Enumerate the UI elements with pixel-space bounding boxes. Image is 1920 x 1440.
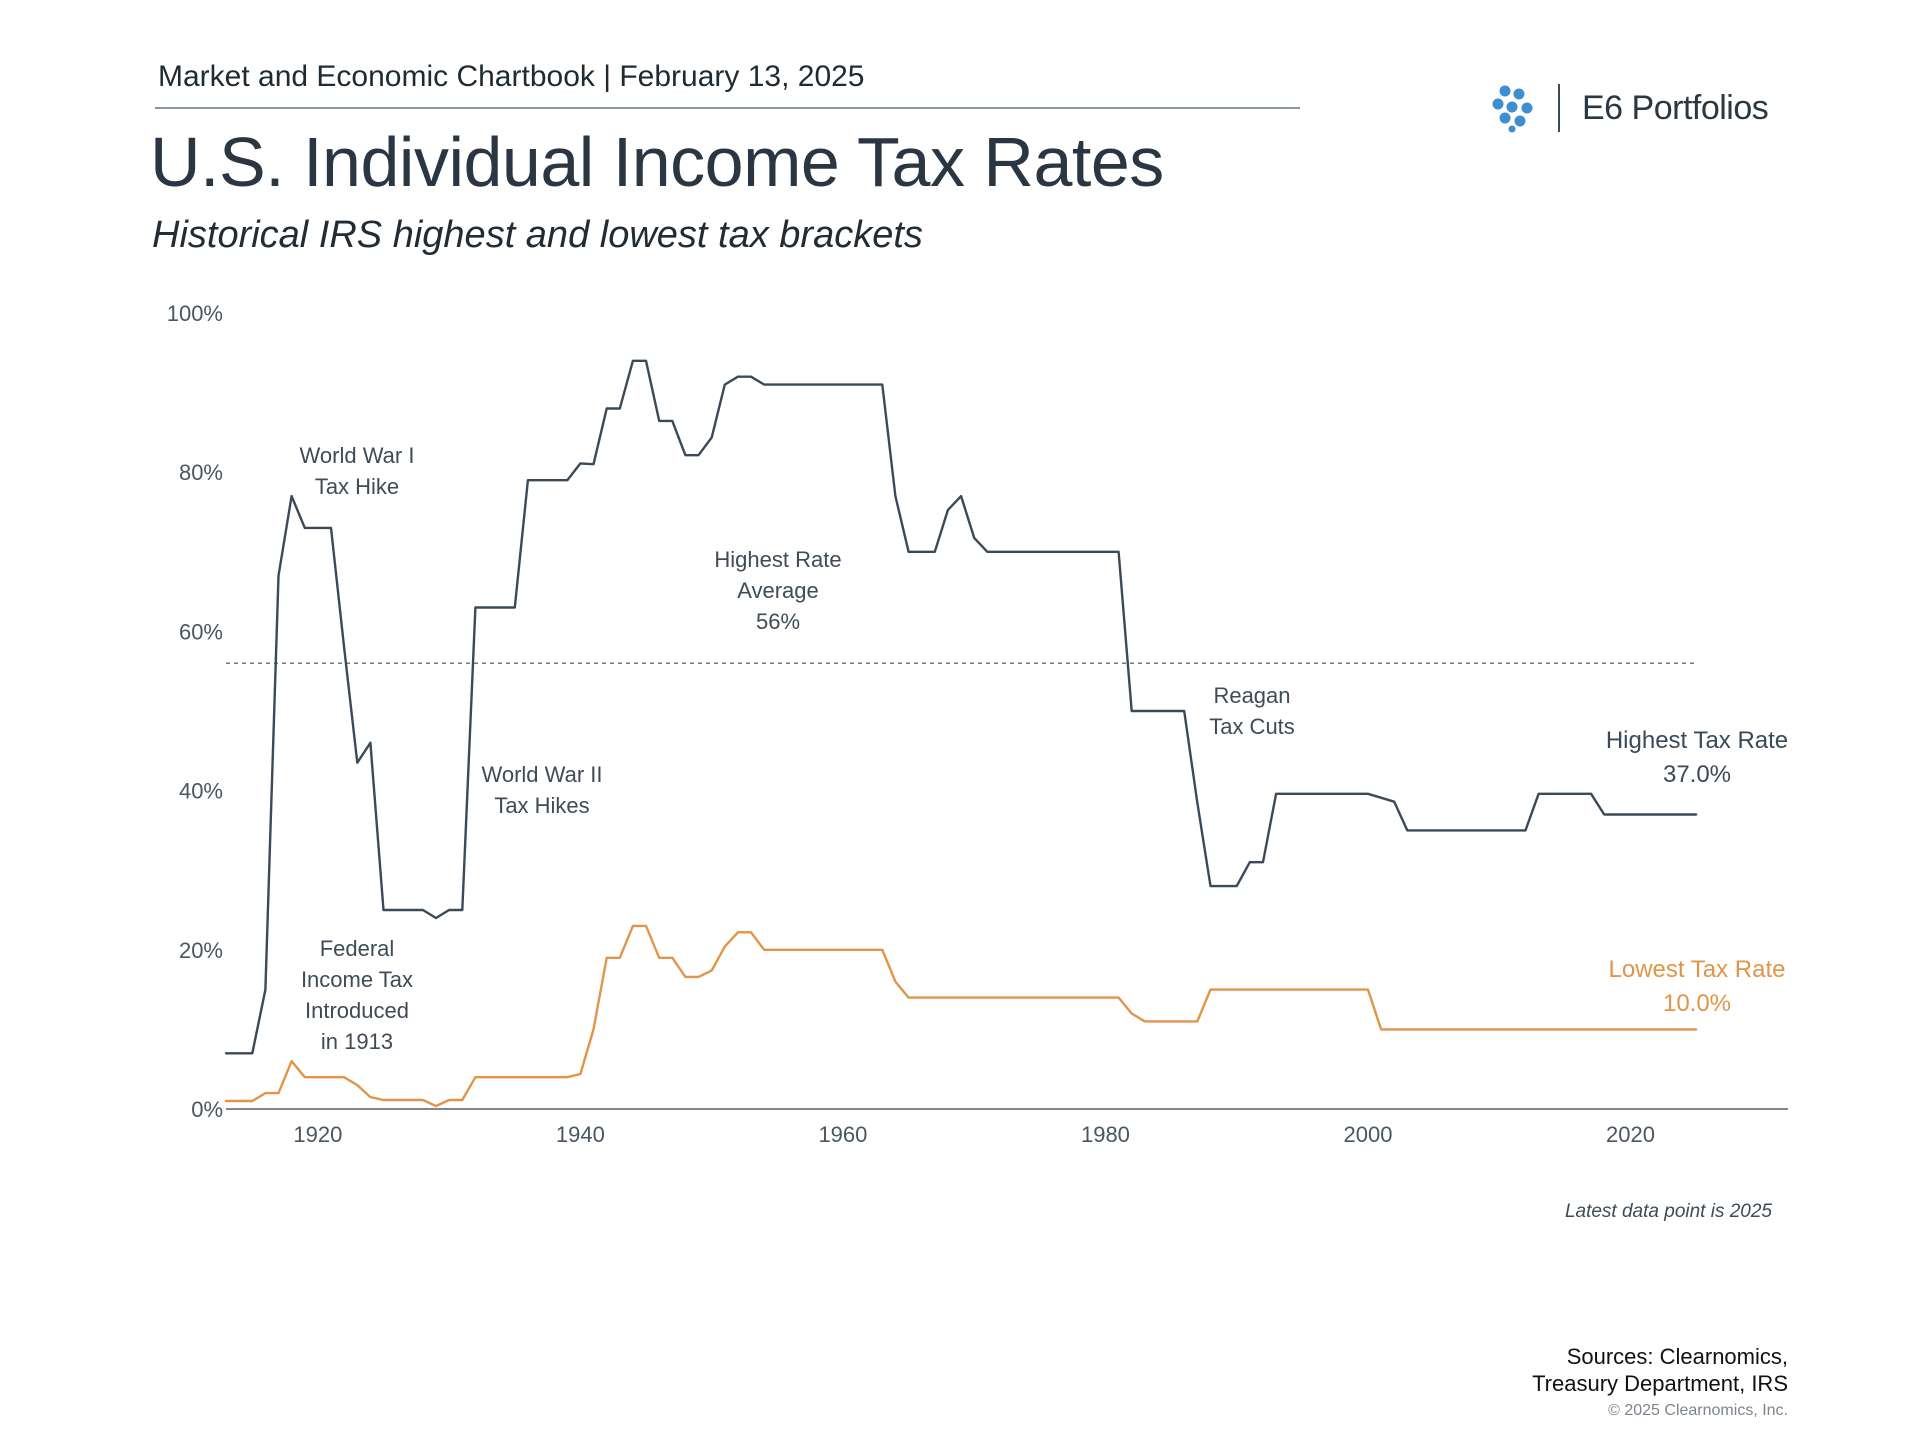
y-tick-label: 0% <box>191 1097 223 1122</box>
page-subtitle: Historical IRS highest and lowest tax br… <box>152 214 923 256</box>
annotation-reagan-line1: Reagan <box>1213 683 1290 708</box>
sources-line-1: Sources: Clearnomics, <box>1566 1344 1788 1369</box>
y-tick-label: 40% <box>179 779 223 804</box>
x-tick-label: 2020 <box>1606 1122 1655 1147</box>
y-tick-label: 20% <box>179 938 223 963</box>
header-divider <box>155 107 1300 109</box>
series-value-highest: 37.0% <box>1663 761 1731 788</box>
series-line-highest <box>224 359 1698 1055</box>
annotation-average-line2: Average <box>737 578 819 603</box>
series-layer <box>224 359 1698 1108</box>
x-axis-ticks: 1920 1940 1960 1980 2000 2020 <box>293 1122 1655 1147</box>
x-tick-label: 1980 <box>1081 1122 1130 1147</box>
x-tick-label: 2000 <box>1343 1122 1392 1147</box>
brand-name: E6 Portfolios <box>1582 88 1769 127</box>
annotation-average-line3: 56% <box>756 609 800 634</box>
annotation-ww2-line1: World War II <box>481 762 602 787</box>
annotation-ww1-line2: Tax Hike <box>315 474 399 499</box>
annotation-federal-line4: in 1913 <box>321 1029 393 1054</box>
x-tick-label: 1940 <box>556 1122 605 1147</box>
annotation-reagan-line2: Tax Cuts <box>1209 714 1295 739</box>
e6-logo-icon <box>1492 85 1533 133</box>
sources: Sources: Clearnomics, Treasury Departmen… <box>1532 1343 1788 1397</box>
series-label-highest: Highest Tax Rate <box>1606 727 1788 754</box>
latest-data-note: Latest data point is 2025 <box>1565 1201 1772 1222</box>
annotation-federal-line3: Introduced <box>305 998 409 1023</box>
copyright: © 2025 Clearnomics, Inc. <box>1608 1402 1788 1419</box>
y-tick-label: 60% <box>179 619 223 644</box>
chartbook-header: Market and Economic Chartbook | February… <box>158 60 865 93</box>
y-tick-label: 80% <box>179 460 223 485</box>
annotation-ww2-line2: Tax Hikes <box>494 793 589 818</box>
series-label-lowest: Lowest Tax Rate <box>1609 956 1786 983</box>
y-tick-label: 100% <box>167 301 223 326</box>
y-axis-ticks: 0% 20% 40% 60% 80% 100% <box>167 301 223 1122</box>
annotation-average-line1: Highest Rate <box>714 547 841 572</box>
sources-line-2: Treasury Department, IRS <box>1532 1371 1788 1396</box>
brand-logo: E6 Portfolios <box>1490 78 1769 138</box>
x-tick-label: 1960 <box>818 1122 867 1147</box>
logo-divider <box>1558 84 1560 132</box>
annotation-ww1-line1: World War I <box>300 443 415 468</box>
series-line-lowest <box>224 924 1698 1108</box>
series-value-lowest: 10.0% <box>1663 990 1731 1017</box>
x-tick-label: 1920 <box>293 1122 342 1147</box>
annotation-federal-line2: Income Tax <box>301 967 413 992</box>
annotation-federal-line1: Federal <box>320 936 395 961</box>
page-title: U.S. Individual Income Tax Rates <box>150 123 1164 201</box>
